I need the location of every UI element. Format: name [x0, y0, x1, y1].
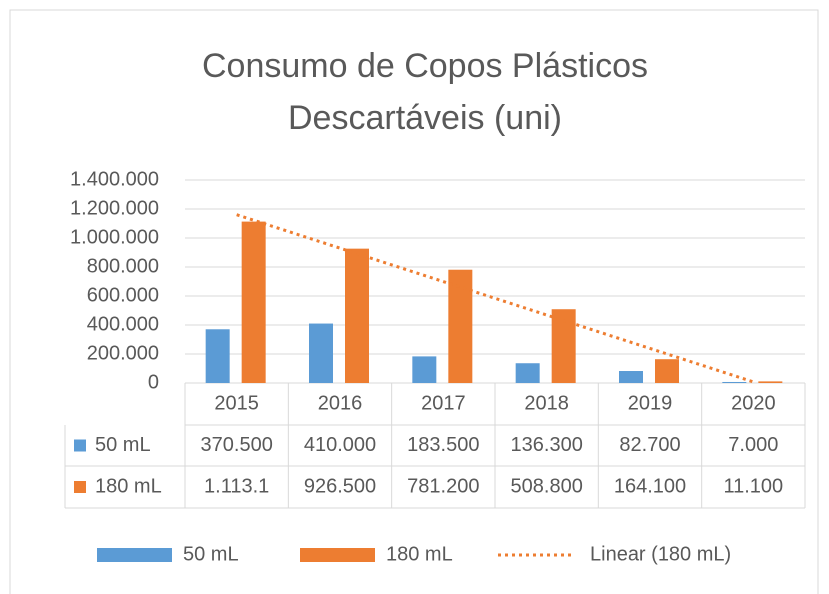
chart-title: Consumo de Copos Plásticos [202, 47, 648, 85]
y-tick-label: 1.000.000 [70, 226, 159, 248]
x-tick-label: 2016 [318, 392, 363, 414]
bar [309, 323, 333, 383]
y-tick-label: 200.000 [87, 342, 159, 364]
table-cell: 410.000 [304, 434, 376, 456]
bar [241, 221, 266, 383]
chart-title: Descartáveis (uni) [288, 99, 562, 137]
table-cell: 183.500 [407, 434, 479, 456]
bar [205, 329, 230, 383]
y-tick-label: 400.000 [87, 313, 159, 335]
x-tick-label: 2017 [421, 392, 466, 414]
bar [758, 381, 783, 383]
table-cell: 164.100 [614, 475, 686, 497]
x-tick-label: 2018 [524, 392, 569, 414]
x-tick-label: 2019 [628, 392, 673, 414]
chart-border [9, 9, 819, 594]
legend-label: Linear (180 mL) [590, 543, 731, 565]
legend-label: 50 mL [183, 543, 239, 565]
bar [619, 371, 643, 383]
table-cell: 82.700 [619, 434, 680, 456]
bar [448, 269, 473, 383]
x-tick-label: 2020 [731, 392, 776, 414]
legend-swatch [300, 548, 375, 562]
x-tick-label: 2015 [214, 392, 259, 414]
table-cell: 370.500 [201, 434, 273, 456]
table-cell: 136.300 [511, 434, 583, 456]
legend-key [74, 481, 86, 493]
row-label: 180 mL [95, 475, 162, 497]
y-tick-label: 800.000 [87, 255, 159, 277]
table-cell: 781.200 [407, 475, 479, 497]
y-tick-label: 1.400.000 [70, 168, 159, 190]
bar [515, 363, 540, 383]
table-cell: 7.000 [728, 434, 778, 456]
y-tick-label: 0 [148, 371, 159, 393]
bar [345, 248, 369, 383]
legend-swatch [97, 548, 172, 562]
legend-label: 180 mL [386, 543, 453, 565]
legend-key [74, 439, 86, 452]
table-cell: 1.113.1 [204, 475, 269, 497]
y-tick-label: 600.000 [87, 284, 159, 306]
row-label: 50 mL [95, 434, 151, 456]
table-cell: 508.800 [511, 475, 583, 497]
bar [722, 381, 747, 383]
y-tick-label: 1.200.000 [70, 197, 159, 219]
bar [655, 359, 679, 383]
table-cell: 11.100 [723, 475, 783, 497]
table-cell: 926.500 [304, 475, 376, 497]
bar [412, 356, 437, 383]
